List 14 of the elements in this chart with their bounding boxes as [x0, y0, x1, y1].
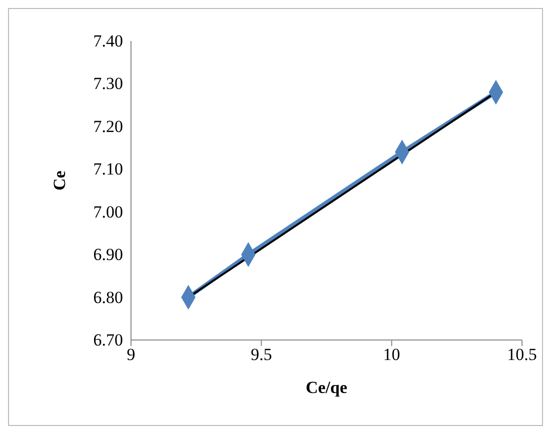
- x-tick-label: 10: [383, 345, 400, 364]
- x-axis-title: Ce/qe: [306, 378, 348, 397]
- y-tick-label: 7.40: [93, 32, 123, 50]
- y-tick-label: 7.30: [93, 74, 123, 94]
- y-tick-label: 6.70: [93, 330, 123, 350]
- y-tick-label: 6.90: [93, 245, 123, 264]
- y-tick-label: 7.10: [93, 160, 123, 179]
- y-tick-label: 7.00: [93, 202, 123, 222]
- x-tick-label: 9: [126, 345, 136, 364]
- y-axis-title: Ce: [50, 170, 70, 190]
- y-tick-label: 7.20: [93, 116, 123, 136]
- y-tick-label: 6.80: [93, 288, 123, 307]
- x-tick-label: 9.5: [250, 345, 272, 364]
- x-tick-label: 10.5: [507, 345, 537, 364]
